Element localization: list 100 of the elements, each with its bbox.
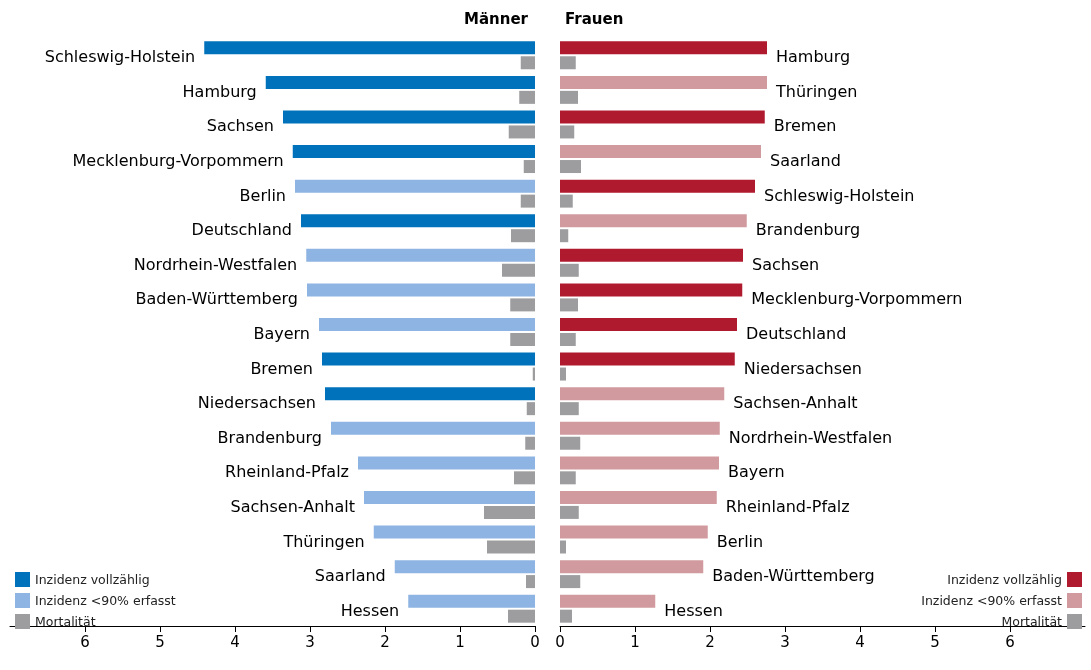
x-tick-label: 4: [230, 632, 240, 651]
bar: [523, 160, 535, 174]
bar: [519, 90, 535, 104]
bar: [322, 352, 535, 366]
y-tick-label: Thüringen: [775, 81, 858, 101]
bar: [526, 575, 535, 589]
bar: [484, 505, 535, 519]
y-tick-label: Mecklenburg-Vorpommern: [72, 151, 284, 171]
chart-title: Frauen: [565, 9, 624, 28]
bar: [560, 90, 578, 104]
bar: [560, 263, 579, 277]
y-tick-label: Rheinland-Pfalz: [725, 496, 850, 516]
chart-title: Männer: [464, 9, 529, 28]
bar: [373, 525, 535, 539]
y-tick-label: Saarland: [770, 151, 841, 171]
bar: [560, 505, 579, 519]
y-tick-label: Berlin: [239, 185, 286, 205]
y-tick-label: Sachsen: [206, 116, 274, 136]
bar: [560, 402, 579, 416]
bar: [265, 75, 535, 89]
bar: [560, 194, 573, 208]
bar: [514, 471, 535, 485]
bar: [560, 283, 743, 297]
x-tick-label: 6: [1005, 632, 1015, 651]
bar: [560, 609, 572, 623]
bar: [283, 110, 535, 124]
bar: [487, 540, 535, 554]
bar: [560, 160, 581, 174]
bar: [520, 194, 535, 208]
x-tick-label: 3: [780, 632, 790, 651]
y-tick-label: Bremen: [773, 116, 837, 136]
bar: [306, 248, 535, 262]
y-tick-label: Brandenburg: [217, 427, 322, 447]
legend-label: Inzidenz <90% erfasst: [921, 593, 1063, 608]
bar: [560, 110, 765, 124]
bar: [560, 179, 755, 193]
bar: [292, 145, 535, 159]
y-tick-label: Bremen: [250, 358, 313, 378]
bar: [560, 298, 578, 312]
bar: [560, 560, 704, 574]
x-tick-label: 4: [855, 632, 865, 651]
bar: [526, 402, 535, 416]
bar: [560, 421, 720, 435]
y-tick-label: Hamburg: [776, 47, 851, 67]
legend-label: Mortalität: [35, 614, 96, 629]
x-tick-label: 5: [930, 632, 940, 651]
bar: [560, 367, 566, 381]
x-tick-label: 1: [630, 632, 640, 651]
y-tick-label: Deutschland: [746, 324, 847, 344]
bar: [560, 332, 576, 346]
legend-label: Inzidenz <90% erfasst: [35, 593, 176, 608]
y-tick-label: Hamburg: [182, 81, 257, 101]
y-tick-label: Nordrhein-Westfalen: [133, 254, 298, 274]
bar: [307, 283, 535, 297]
y-tick-label: Sachsen-Anhalt: [230, 496, 355, 516]
x-tick-label: 3: [305, 632, 315, 651]
y-tick-label: Rheinland-Pfalz: [225, 462, 349, 482]
bar: [358, 456, 535, 470]
bar: [560, 352, 735, 366]
bar: [560, 214, 747, 228]
bar: [560, 594, 656, 608]
bar: [560, 456, 719, 470]
bar: [560, 41, 767, 55]
bar: [560, 490, 717, 504]
y-tick-label: Niedersachsen: [743, 358, 862, 378]
y-tick-label: Baden-Württemberg: [135, 289, 298, 309]
y-tick-label: Deutschland: [191, 220, 292, 240]
bar: [510, 332, 535, 346]
bar: [560, 145, 761, 159]
x-tick-label: 0: [555, 632, 565, 651]
y-tick-label: Thüringen: [282, 531, 365, 551]
bar: [502, 263, 535, 277]
bar: [408, 594, 535, 608]
y-tick-label: Hessen: [340, 600, 400, 620]
bar: [560, 387, 725, 401]
legend-label: Inzidenz vollzählig: [35, 572, 150, 587]
bar: [364, 490, 535, 504]
y-tick-label: Saarland: [314, 566, 386, 586]
bar: [560, 56, 576, 70]
bar: [508, 125, 535, 139]
y-tick-label: Niedersachsen: [197, 393, 316, 413]
bar: [560, 575, 581, 589]
bar: [560, 471, 576, 485]
y-tick-label: Bayern: [728, 462, 785, 482]
x-tick-label: 0: [530, 632, 540, 651]
y-tick-label: Nordrhein-Westfalen: [728, 427, 893, 447]
x-tick-label: 2: [705, 632, 715, 651]
bar: [560, 525, 708, 539]
y-tick-label: Bayern: [253, 324, 310, 344]
bar: [301, 214, 535, 228]
bar: [204, 41, 535, 55]
y-tick-label: Schleswig-Holstein: [44, 47, 196, 67]
bar: [560, 436, 581, 450]
legend-label: Mortalität: [1001, 614, 1063, 629]
y-tick-label: Baden-Württemberg: [712, 566, 875, 586]
bar: [560, 248, 743, 262]
bar: [319, 318, 535, 332]
bar: [510, 298, 535, 312]
bar: [560, 125, 575, 139]
y-tick-label: Hessen: [664, 600, 723, 620]
